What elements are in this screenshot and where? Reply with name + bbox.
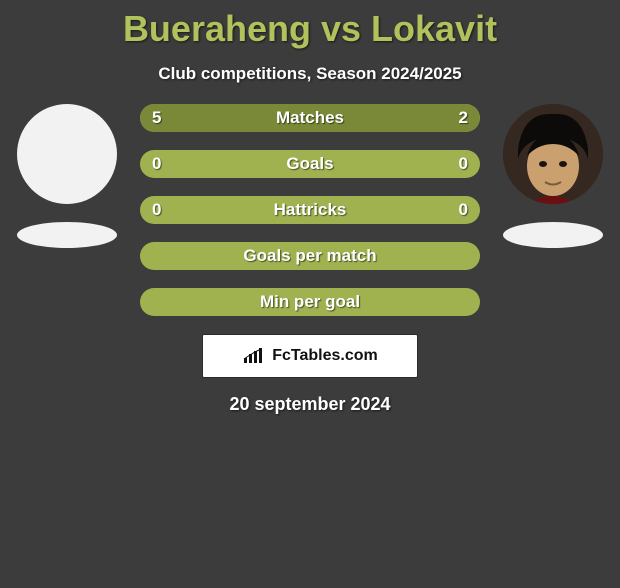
player-right-name-pill	[503, 222, 603, 248]
bars-icon	[242, 347, 266, 365]
player-left-name-pill	[17, 222, 117, 248]
bar-label: Matches	[140, 104, 480, 132]
bar-label: Goals	[140, 150, 480, 178]
page-title: Bueraheng vs Lokavit	[0, 8, 620, 50]
comparison-wrap: 52Matches 00Goals 00Hattricks Goals per mat…	[0, 104, 620, 316]
stat-bars: 52Matches 00Goals 00Hattricks Goals per mat…	[140, 104, 480, 316]
source-badge: FcTables.com	[202, 334, 418, 378]
bar-label: Hattricks	[140, 196, 480, 224]
source-badge-text: FcTables.com	[272, 347, 378, 365]
date-label: 20 september 2024	[0, 394, 620, 415]
page-subtitle: Club competitions, Season 2024/2025	[0, 64, 620, 84]
stat-bar: 00Goals	[140, 150, 480, 178]
player-left-column	[12, 104, 122, 248]
bar-label: Min per goal	[140, 288, 480, 316]
stat-bar: Min per goal	[140, 288, 480, 316]
player-left-avatar	[17, 104, 117, 204]
stat-bar: 00Hattricks	[140, 196, 480, 224]
stat-bar: 52Matches	[140, 104, 480, 132]
player-right-column	[498, 104, 608, 248]
player-avatar-icon	[503, 104, 603, 204]
stat-bar: Goals per match	[140, 242, 480, 270]
player-right-avatar	[503, 104, 603, 204]
bar-label: Goals per match	[140, 242, 480, 270]
